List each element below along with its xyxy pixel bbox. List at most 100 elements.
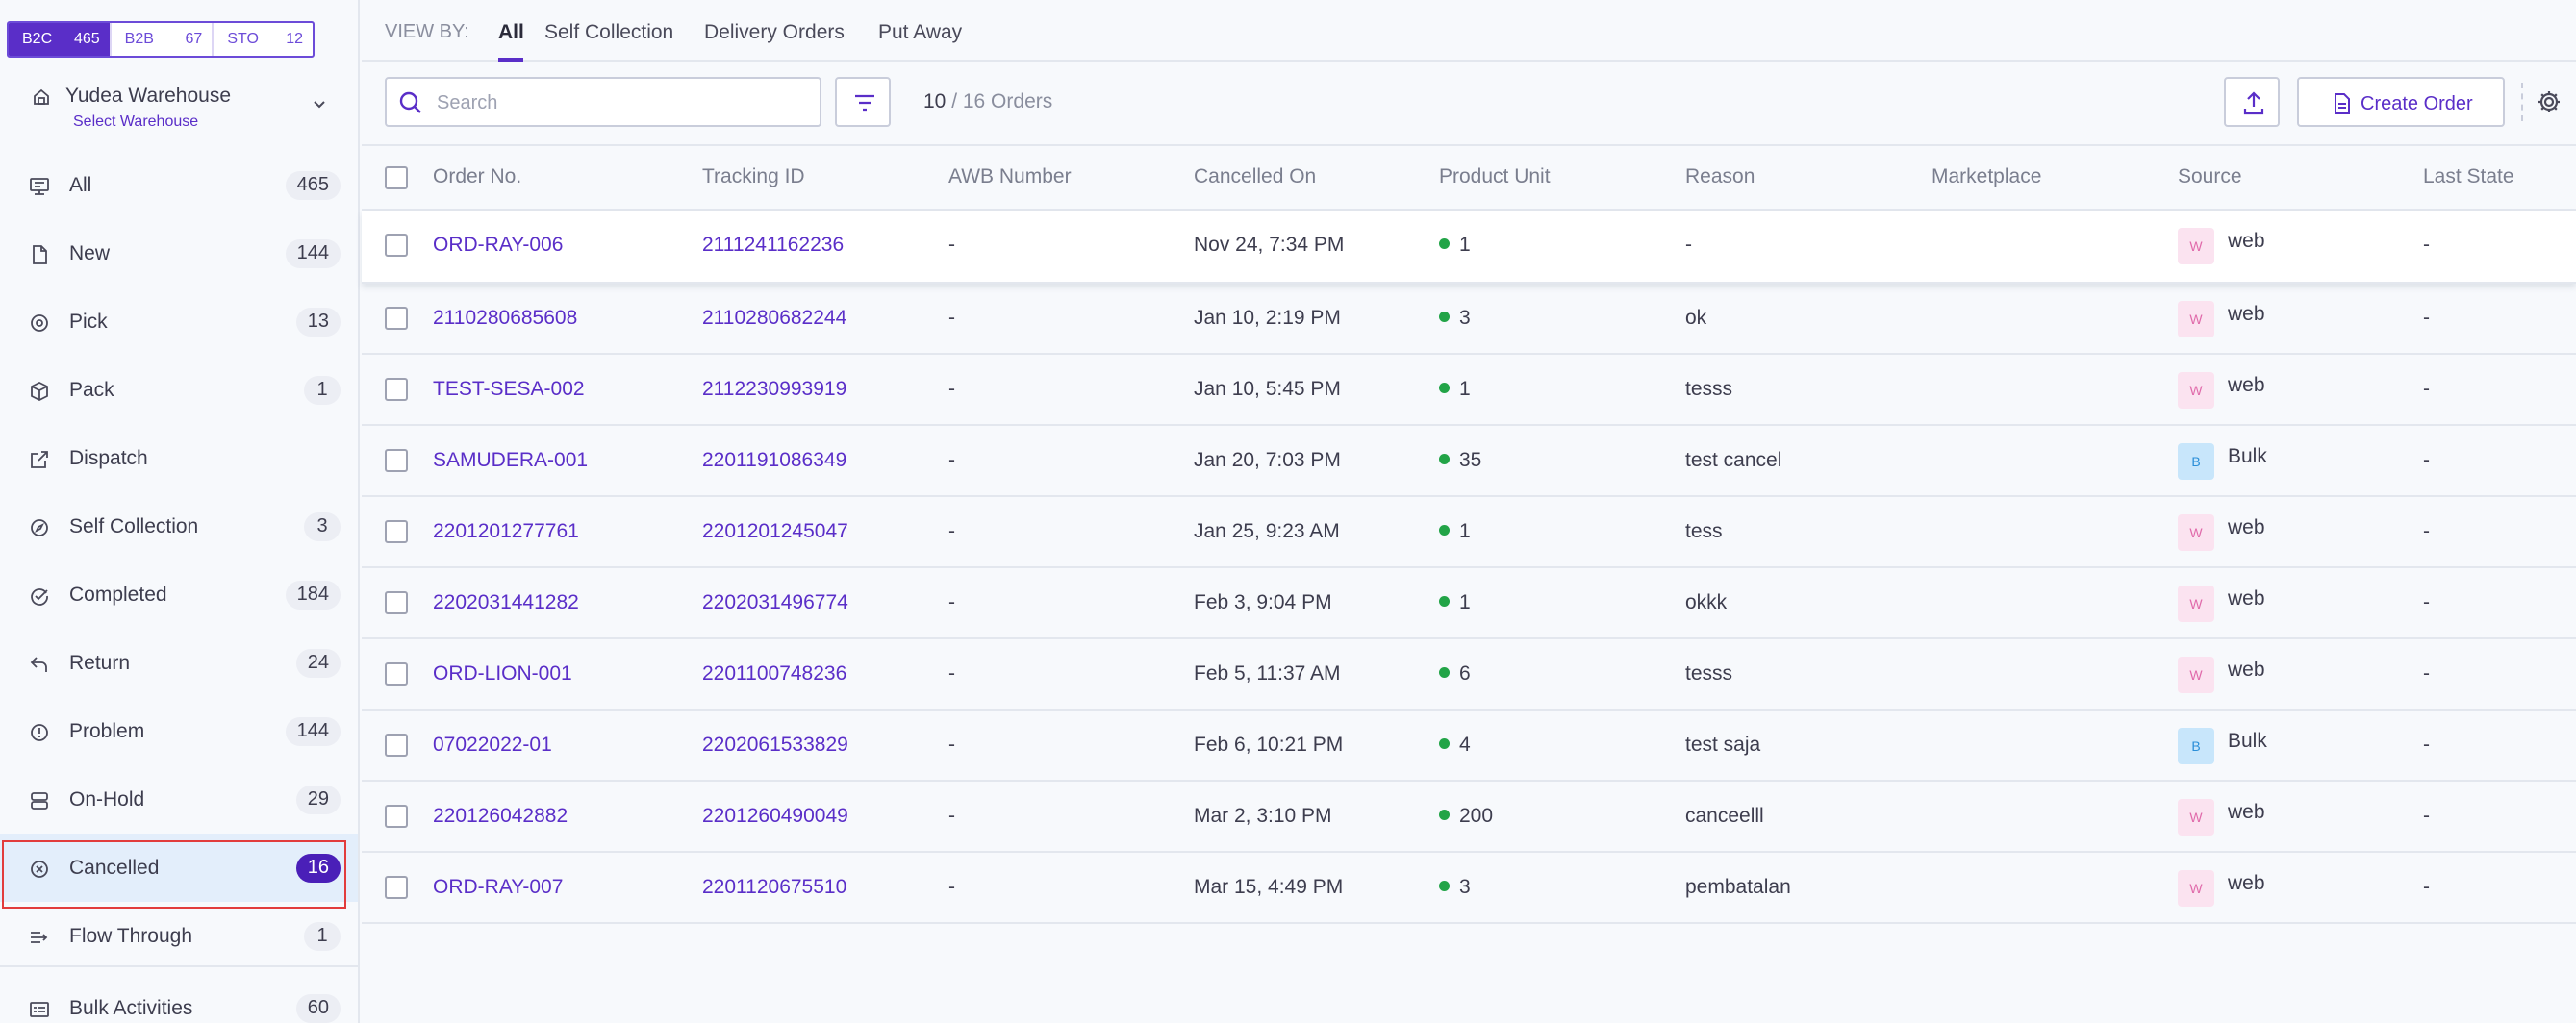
search-input[interactable] xyxy=(437,88,812,117)
last-state: - xyxy=(2423,734,2430,756)
table-row[interactable]: TEST-SESA-002 2112230993919 - Jan 10, 5:45 … xyxy=(362,355,2576,426)
tracking-id[interactable]: 2112230993919 xyxy=(702,378,847,400)
table-row[interactable]: ORD-LION-001 2201100748236 - Feb 5, 11:37 A… xyxy=(362,639,2576,711)
filter-button[interactable] xyxy=(835,77,891,127)
status-dot xyxy=(1439,382,1450,393)
last-state: - xyxy=(2423,591,2430,613)
table-row[interactable]: 07022022-01 2202061533829 - Feb 6, 10:21 PM… xyxy=(362,711,2576,782)
order-number[interactable]: ORD-LION-001 xyxy=(433,662,572,685)
order-number[interactable]: SAMUDERA-001 xyxy=(433,449,589,471)
sidebar-item-completed[interactable]: Completed 184 xyxy=(0,561,358,629)
row-checkbox[interactable] xyxy=(385,662,408,686)
column-header-last-state[interactable]: Last State xyxy=(2423,165,2514,187)
tab-sto[interactable]: STO 12 xyxy=(214,23,313,56)
source-badge: B xyxy=(2178,728,2214,764)
tab-delivery-orders[interactable]: Delivery Orders xyxy=(704,21,845,43)
order-number[interactable]: ORD-RAY-007 xyxy=(433,876,564,898)
tracking-id[interactable]: 2201260490049 xyxy=(702,805,848,827)
tracking-id[interactable]: 2202031496774 xyxy=(702,591,848,613)
search-box xyxy=(385,77,821,127)
order-number[interactable]: 07022022-01 xyxy=(433,734,552,756)
source: web xyxy=(2228,303,2265,325)
table-row[interactable]: 2201201277761 2201201245047 - Jan 25, 9:23 … xyxy=(362,497,2576,568)
order-number[interactable]: 2110280685608 xyxy=(433,307,578,329)
sidebar-item-cancelled[interactable]: Cancelled 16 xyxy=(0,834,358,902)
status-dot xyxy=(1439,737,1450,749)
table-row[interactable]: 2202031441282 2202031496774 - Feb 3, 9:04 P… xyxy=(362,568,2576,639)
row-checkbox[interactable] xyxy=(385,234,408,257)
order-number[interactable]: ORD-RAY-006 xyxy=(433,234,564,256)
column-header-marketplace[interactable]: Marketplace xyxy=(1932,165,2042,187)
product-unit-value: 200 xyxy=(1459,805,1494,827)
sidebar-item-self-collection[interactable]: Self Collection 3 xyxy=(0,492,358,561)
row-checkbox[interactable] xyxy=(385,734,408,757)
table-row[interactable]: 2110280685608 2110280682244 - Jan 10, 2:19 … xyxy=(362,284,2576,355)
column-header-tracking[interactable]: Tracking ID xyxy=(702,165,805,187)
row-checkbox[interactable] xyxy=(385,591,408,614)
sidebar-item-pack[interactable]: Pack 1 xyxy=(0,356,358,424)
sidebar-item-dispatch[interactable]: Dispatch xyxy=(0,424,358,492)
order-number[interactable]: 220126042882 xyxy=(433,805,568,827)
row-checkbox[interactable] xyxy=(385,378,408,401)
tracking-id[interactable]: 2110280682244 xyxy=(702,307,847,329)
tracking-id[interactable]: 2201191086349 xyxy=(702,449,847,471)
cancel-reason: tess xyxy=(1685,520,1723,542)
tab-all[interactable]: All xyxy=(498,21,524,43)
tracking-id[interactable]: 2201201245047 xyxy=(702,520,848,542)
product-unit-value: 3 xyxy=(1459,307,1471,329)
export-button[interactable] xyxy=(2224,77,2280,127)
tab-b2c[interactable]: B2C 465 xyxy=(9,23,112,56)
order-number[interactable]: 2202031441282 xyxy=(433,591,579,613)
gear-icon[interactable] xyxy=(2534,87,2564,117)
sidebar-item-flow-through[interactable]: Flow Through 1 xyxy=(0,902,358,970)
tracking-id[interactable]: 2202061533829 xyxy=(702,734,848,756)
row-checkbox[interactable] xyxy=(385,307,408,330)
create-order-button[interactable]: Create Order xyxy=(2297,77,2505,127)
source: web xyxy=(2228,374,2265,396)
row-checkbox[interactable] xyxy=(385,520,408,543)
check-circle-icon xyxy=(31,588,48,606)
cancel-reason: pembatalan xyxy=(1685,876,1791,898)
source: web xyxy=(2228,230,2265,252)
sidebar: B2C 465 B2B 67 STO 12 Yudea Warehouse Se… xyxy=(0,0,360,1023)
source-badge: W xyxy=(2178,228,2214,264)
tracking-id[interactable]: 2201100748236 xyxy=(702,662,847,685)
tab-put-away[interactable]: Put Away xyxy=(878,21,963,43)
column-header-source[interactable]: Source xyxy=(2178,165,2242,187)
sidebar-item-on-hold[interactable]: On-Hold 29 xyxy=(0,765,358,834)
column-header-awb[interactable]: AWB Number xyxy=(948,165,1072,187)
last-state: - xyxy=(2423,662,2430,685)
tab-b2b-label: B2B xyxy=(124,31,154,47)
select-all-checkbox[interactable] xyxy=(385,166,408,189)
row-checkbox[interactable] xyxy=(385,805,408,828)
warehouse-selector[interactable]: Yudea Warehouse Select Warehouse xyxy=(29,83,346,135)
row-checkbox[interactable] xyxy=(385,876,408,899)
tracking-id[interactable]: 2111241162236 xyxy=(702,234,845,256)
order-count-shown: 10 xyxy=(923,90,947,112)
status-dot xyxy=(1439,311,1450,322)
sidebar-item-pick[interactable]: Pick 13 xyxy=(0,287,358,356)
sidebar-item-return[interactable]: Return 24 xyxy=(0,629,358,697)
table-row[interactable]: 220126042882 2201260490049 - Mar 2, 3:10 PM… xyxy=(362,782,2576,853)
table-row[interactable]: ORD-RAY-007 2201120675510 - Mar 15, 4:49 PM… xyxy=(362,853,2576,924)
column-header-product-unit[interactable]: Product Unit xyxy=(1439,165,1551,187)
table-row[interactable]: ORD-RAY-006 2111241162236 - Nov 24, 7:34 PM… xyxy=(362,211,2576,284)
column-header-reason[interactable]: Reason xyxy=(1685,165,1755,187)
sidebar-item-all[interactable]: All 465 xyxy=(0,151,358,219)
tab-b2b[interactable]: B2B 67 xyxy=(112,23,215,56)
sidebar-item-problem[interactable]: Problem 144 xyxy=(0,697,358,765)
tab-self-collection[interactable]: Self Collection xyxy=(544,21,674,43)
sidebar-item-label: All xyxy=(69,173,92,196)
column-header-order[interactable]: Order No. xyxy=(433,165,522,187)
sidebar-item-new[interactable]: New 144 xyxy=(0,219,358,287)
tracking-id[interactable]: 2201120675510 xyxy=(702,876,847,898)
sidebar-item-bulk-activities[interactable]: Bulk Activities 60 xyxy=(0,974,358,1023)
order-number[interactable]: 2201201277761 xyxy=(433,520,579,542)
tab-b2c-count: 465 xyxy=(73,31,100,47)
column-header-cancelled-on[interactable]: Cancelled On xyxy=(1194,165,1317,187)
count-badge: 16 xyxy=(295,853,341,883)
order-number[interactable]: TEST-SESA-002 xyxy=(433,378,585,400)
row-checkbox[interactable] xyxy=(385,449,408,472)
table-header: Order No. Tracking ID AWB Number Cancell… xyxy=(362,146,2576,211)
table-row[interactable]: SAMUDERA-001 2201191086349 - Jan 20, 7:03 P… xyxy=(362,426,2576,497)
